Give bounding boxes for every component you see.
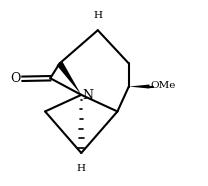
Text: N: N xyxy=(82,89,93,102)
Text: H: H xyxy=(93,11,102,20)
Text: OMe: OMe xyxy=(150,81,176,90)
Text: O: O xyxy=(10,72,21,85)
Text: H: H xyxy=(77,164,86,173)
Polygon shape xyxy=(57,62,81,95)
Polygon shape xyxy=(129,84,150,89)
